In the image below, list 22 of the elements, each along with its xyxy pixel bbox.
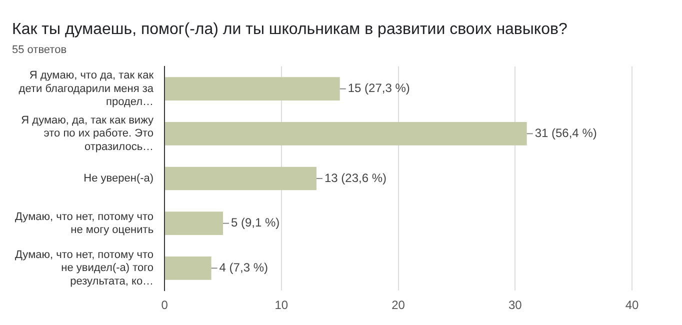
bar: [165, 77, 340, 100]
x-tick-label: 30: [508, 298, 522, 312]
y-tick-label: Я думаю, да, так как вижу это по их работе. Это отразилось…: [21, 114, 154, 153]
y-tick-label: Не уверен(-а): [84, 172, 154, 185]
bar: [165, 256, 212, 280]
x-tick-label: 20: [392, 298, 406, 312]
bar: [165, 212, 223, 235]
bar: [165, 122, 527, 146]
data-label: 15 (27,3 %): [348, 81, 410, 96]
y-tick-label: Думаю, что нет, потому что не увидел(-а) того результата, ко…: [14, 249, 154, 288]
data-label: 5 (9,1 %): [230, 216, 280, 230]
data-label: 4 (7,3 %): [219, 260, 268, 274]
x-tick-label: 40: [625, 298, 639, 312]
x-tick-label: 0: [161, 298, 168, 312]
chart-title: Как ты думаешь, помог(-ла) ли ты школьникам в развитии своих навыков?: [12, 21, 568, 38]
text: 55 ответов: [12, 44, 67, 56]
x-tick-label: 10: [274, 298, 288, 312]
data-label: 31 (56,4 %): [534, 126, 597, 140]
bar: [165, 166, 316, 190]
y-tick-label: Я думаю, что да, так как дети благодарили меня за продел…: [18, 70, 154, 108]
y-tick-label: Думаю, что нет, потому что не могу оценить: [14, 210, 154, 236]
data-label: 13 (23,6 %): [324, 170, 387, 185]
